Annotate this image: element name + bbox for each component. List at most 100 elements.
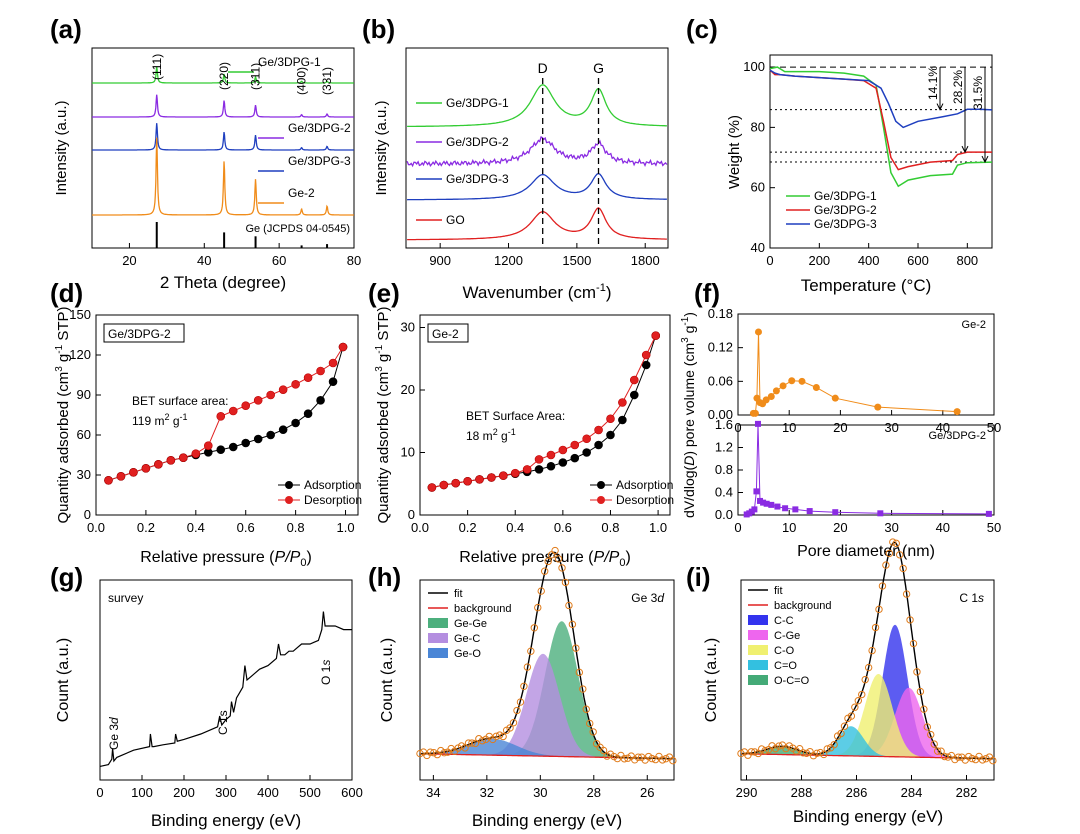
y-axis-e-tick-label: 10 xyxy=(401,445,415,460)
data-point-h-12 xyxy=(457,742,466,750)
x-axis-label-e-end: ) xyxy=(625,549,630,566)
data-point-e-1-3 xyxy=(463,476,472,486)
x-axis-label-e-main: Relative pressure ( xyxy=(459,549,594,566)
x-axis-d-tick-label: 0.2 xyxy=(137,520,155,535)
data-point-i-27 xyxy=(830,740,838,749)
corner-label-i: C 1s xyxy=(959,591,984,605)
data-point-i-35 xyxy=(858,690,866,699)
x-axis-g-tick-label: 500 xyxy=(299,785,321,800)
plot-area-e: 0.0 0.2 0.4 0.6 0.8 1.0 0 10 20 30 Ge-2 BET Surface… xyxy=(401,320,675,536)
x-axis-label-d-sub: 0 xyxy=(300,557,306,569)
data-point-e-0-10 xyxy=(546,461,556,471)
data-point-i-52 xyxy=(916,687,925,696)
x-axis-e-tick-label: 0.6 xyxy=(554,520,572,535)
legend-label-h-1: background xyxy=(454,603,512,615)
legend-label-a-3: Ge-2 xyxy=(288,186,315,200)
data-point-i-25 xyxy=(823,745,831,753)
annotation-value-e: 18 m2 g-1 xyxy=(466,427,516,443)
x-axis-label-a: 2 Theta (degree) xyxy=(160,273,286,292)
x-axis-label-h: Binding energy (eV) xyxy=(472,811,622,830)
x-axis-f-0-tick-label: 20 xyxy=(833,420,847,435)
subplot-label-f-0: Ge-2 xyxy=(962,319,986,331)
panel-i: (i) 290 288 286 284 282 fit background C-C C-Ge C… xyxy=(686,538,997,826)
data-point-d-0-10 xyxy=(228,442,238,452)
x-axis-f-1-tick-label: 0 xyxy=(734,520,741,535)
series-line-g xyxy=(99,611,352,767)
data-point-e-1-9 xyxy=(534,455,544,464)
data-point-i-50 xyxy=(909,639,918,648)
x-axis-d-tick-label: 0.8 xyxy=(287,520,305,535)
x-axis-label-i: Binding energy (eV) xyxy=(793,807,943,826)
y-axis-label-f-d: D xyxy=(681,456,697,466)
data-point-f-0-1 xyxy=(751,409,759,417)
x-axis-d-tick-label: 0.4 xyxy=(187,520,205,535)
x-axis-a-tick-label: 20 xyxy=(122,253,136,268)
data-point-i-46 xyxy=(896,551,904,559)
x-axis-f-1-tick-label: 40 xyxy=(936,520,950,535)
data-point-f-1-7 xyxy=(760,499,767,506)
legend-label-h-0: fit xyxy=(454,588,463,600)
x-axis-i-tick-label: 288 xyxy=(791,785,813,800)
y-axis-d-tick-label: 90 xyxy=(77,387,91,402)
x-axis-f-0-tick-label: 50 xyxy=(987,420,1001,435)
y-axis-label-e: Quantity adsorbed (cm3 g-1 STP) xyxy=(374,306,392,523)
series-line-f-0 xyxy=(753,331,958,414)
panel-label-f: (f) xyxy=(694,278,720,308)
data-point-i-36 xyxy=(861,675,869,684)
x-axis-i-tick-label: 284 xyxy=(901,785,923,800)
series-line-a-0 xyxy=(92,66,354,84)
x-axis-label-e: Relative pressure (P/P0) xyxy=(459,549,631,569)
data-point-i-43 xyxy=(885,549,894,558)
data-point-d-0-13 xyxy=(266,430,275,440)
x-axis-d-tick-label: 0.6 xyxy=(237,520,255,535)
data-point-h-40 xyxy=(554,555,563,563)
data-point-d-1-2 xyxy=(129,468,138,477)
legend-label-i-0: fit xyxy=(774,585,783,597)
data-point-d-0-11 xyxy=(241,438,251,448)
y-axis-label-i: Count (a.u.) xyxy=(703,638,720,722)
x-axis-e-tick-label: 0.4 xyxy=(506,520,524,535)
data-point-d-1-12 xyxy=(253,396,263,405)
data-point-i-19 xyxy=(802,749,811,757)
y-axis-d-tick-label: 120 xyxy=(69,347,91,362)
data-point-e-1-10 xyxy=(546,450,556,460)
data-point-e-1-4 xyxy=(475,475,484,484)
data-point-e-0-13 xyxy=(582,448,591,457)
corner-label-h-main: Ge 3 xyxy=(631,591,657,605)
data-point-e-1-11 xyxy=(558,445,568,455)
y-axis-label-f-end: ) xyxy=(681,312,697,317)
y-axis-label-f-sup2: -1 xyxy=(680,316,691,325)
panel-b: (b) 900 1200 1500 1800 D G Ge/3DPG-1 Ge/3DPG-2 G… xyxy=(362,14,669,302)
y-axis-f-0-tick-label: 0.12 xyxy=(708,340,733,355)
y-axis-e-tick-label: 20 xyxy=(401,382,415,397)
x-axis-label-d-main: Relative pressure ( xyxy=(140,549,275,566)
data-point-e-1-19 xyxy=(651,331,661,340)
sample-label-e: Ge-2 xyxy=(432,327,459,341)
data-point-i-47 xyxy=(899,564,907,573)
series-line-a-3 xyxy=(92,137,354,216)
data-point-i-63 xyxy=(954,753,963,761)
data-point-f-0-12 xyxy=(812,384,820,392)
data-point-i-60 xyxy=(944,753,952,761)
y-axis-c-tick-label: 40 xyxy=(751,240,765,255)
plot-frame-f-top xyxy=(737,313,995,416)
data-point-f-1-6 xyxy=(757,497,764,504)
data-point-h-41 xyxy=(558,564,566,572)
data-point-i-37 xyxy=(864,663,873,672)
x-axis-c-tick-label: 400 xyxy=(858,253,880,268)
y-axis-label-e-end: STP) xyxy=(375,306,392,344)
plot-frame-a xyxy=(91,47,355,249)
data-point-h-46 xyxy=(575,668,584,677)
annotation-value-d-sup2: -1 xyxy=(180,412,188,422)
plot-area-d: 0.0 0.2 0.4 0.6 0.8 1.0 0 30 60 90 120 150 Ge/3DPG-2… xyxy=(69,307,362,535)
x-axis-h-tick-label: 26 xyxy=(640,785,654,800)
data-point-d-1-9 xyxy=(216,412,226,421)
y-axis-label-g: Count (a.u.) xyxy=(55,638,72,722)
plot-area-f: 0 10 20 30 40 50 0.00 0.06 0.12 0.18 Ge-2 0 10 20 30 40… xyxy=(708,306,1002,535)
data-point-d-0-17 xyxy=(316,396,325,405)
y-axis-label-e-main: Quantity adsorbed (cm xyxy=(375,372,392,524)
legend-label-b-1: Ge/3DPG-2 xyxy=(446,135,509,149)
y-axis-f-1-tick-label: 0.4 xyxy=(715,485,733,500)
